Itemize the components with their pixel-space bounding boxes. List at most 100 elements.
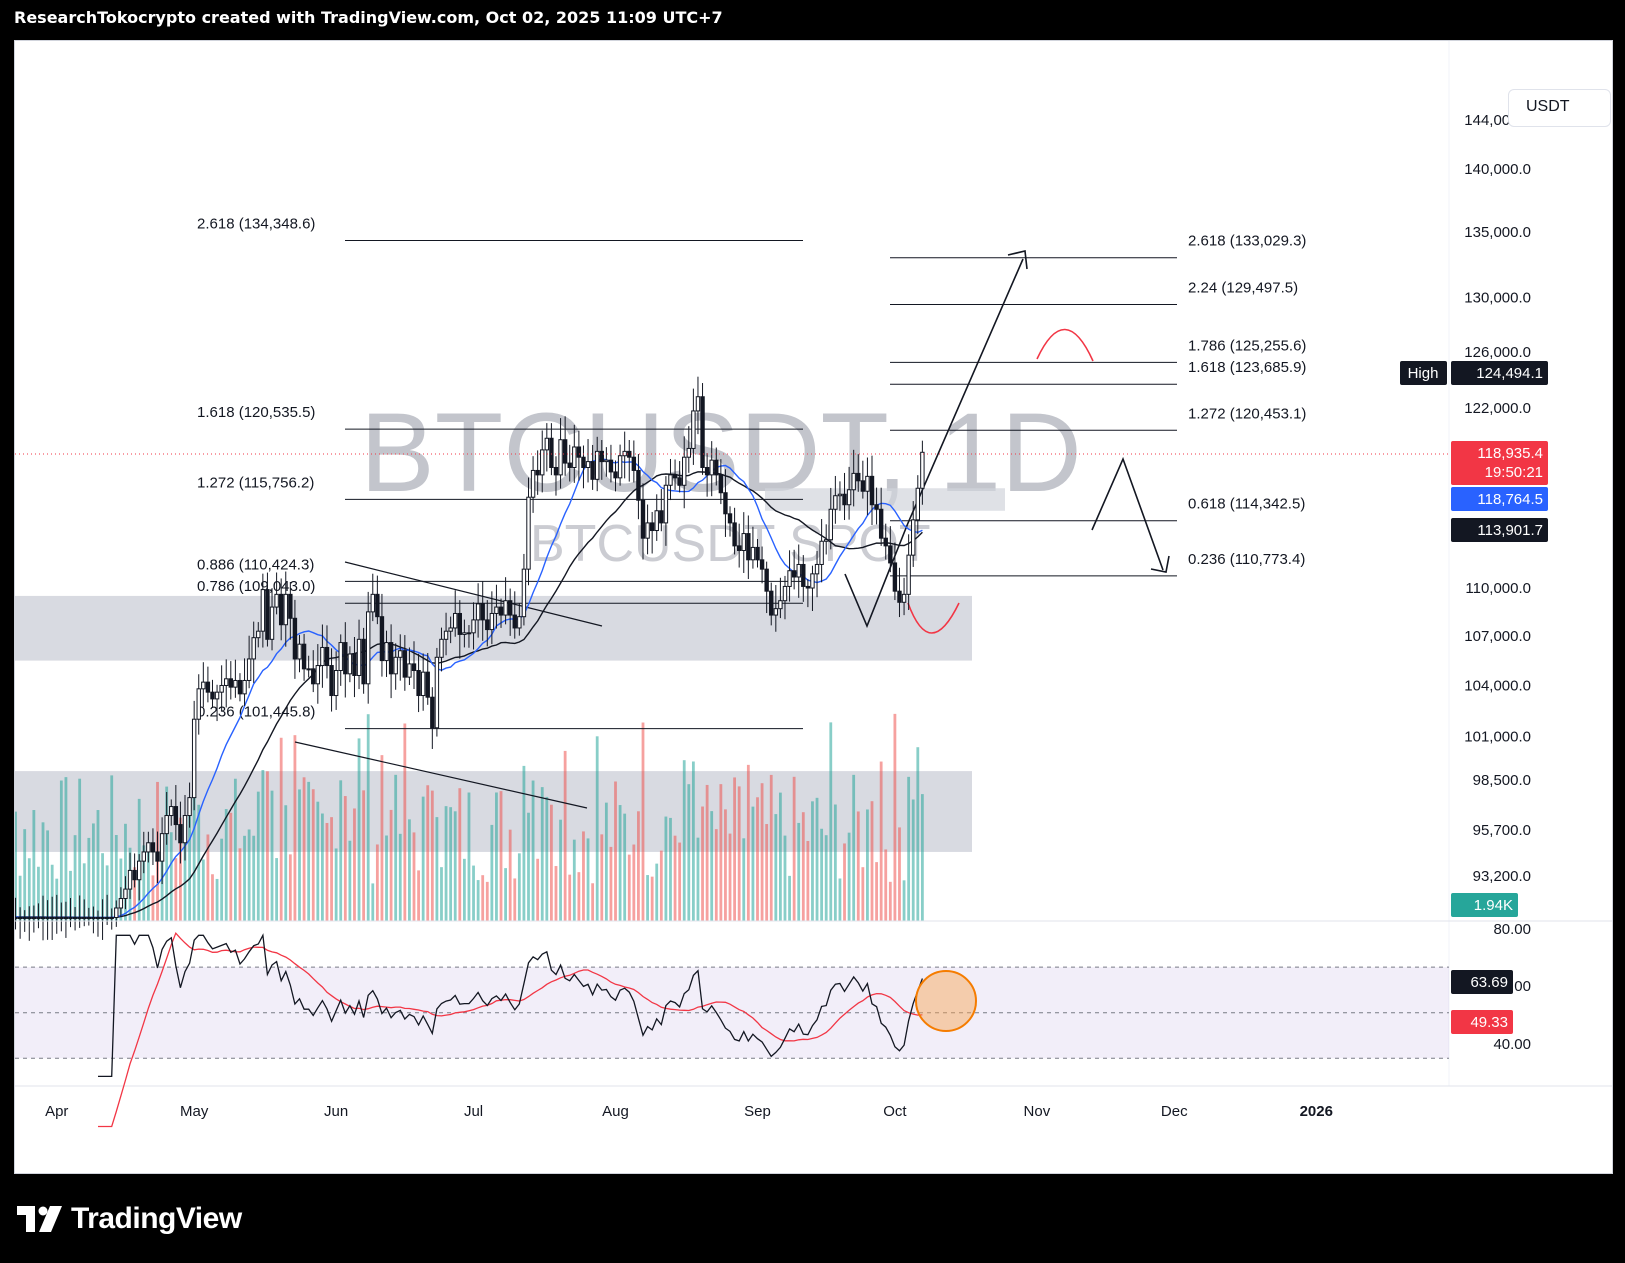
time-axis[interactable]: Apr May Jun Jul Aug Sep Oct Nov Dec 2026: [45, 1103, 1333, 1120]
candle[interactable]: [494, 584, 499, 629]
candle[interactable]: [411, 641, 417, 689]
candle[interactable]: [544, 423, 550, 472]
candle[interactable]: [883, 523, 888, 560]
candle[interactable]: [283, 571, 288, 647]
candle[interactable]: [842, 472, 847, 521]
candle[interactable]: [95, 910, 101, 937]
candle[interactable]: [40, 895, 46, 941]
candle[interactable]: [246, 635, 252, 689]
candle[interactable]: [439, 627, 444, 672]
trend-drawings[interactable]: [294, 250, 1170, 809]
candle[interactable]: [773, 585, 779, 632]
candle[interactable]: [489, 591, 495, 645]
candle[interactable]: [457, 600, 463, 659]
candle[interactable]: [585, 439, 591, 483]
candle[interactable]: [137, 854, 142, 901]
candle[interactable]: [45, 900, 50, 940]
candle[interactable]: [503, 577, 508, 625]
candle[interactable]: [814, 550, 820, 598]
candle[interactable]: [498, 598, 504, 628]
candle[interactable]: [782, 575, 788, 620]
candle[interactable]: [746, 515, 751, 580]
candle[interactable]: [718, 459, 724, 505]
candle[interactable]: [833, 475, 838, 524]
candle[interactable]: [191, 700, 197, 811]
candle[interactable]: [649, 511, 655, 554]
candle[interactable]: [590, 444, 595, 490]
candle[interactable]: [906, 534, 911, 611]
candle[interactable]: [59, 902, 64, 932]
candle[interactable]: [911, 501, 916, 567]
candle[interactable]: [219, 665, 224, 712]
candle[interactable]: [251, 621, 256, 683]
candle[interactable]: [315, 644, 321, 704]
candle[interactable]: [466, 625, 472, 648]
candle[interactable]: [801, 555, 806, 602]
candle[interactable]: [897, 567, 902, 618]
candle[interactable]: [82, 899, 87, 927]
candle[interactable]: [150, 828, 156, 866]
candle[interactable]: [686, 426, 691, 473]
candle[interactable]: [228, 661, 234, 700]
candle[interactable]: [750, 526, 756, 569]
candle[interactable]: [659, 489, 664, 532]
candle[interactable]: [727, 506, 733, 537]
candle[interactable]: [205, 666, 211, 703]
candle[interactable]: [210, 679, 215, 708]
candle[interactable]: [333, 651, 339, 710]
candle[interactable]: [874, 487, 879, 525]
candle[interactable]: [787, 550, 792, 602]
candle[interactable]: [480, 581, 485, 641]
candle[interactable]: [851, 449, 856, 507]
candle[interactable]: [388, 624, 394, 699]
candle[interactable]: [704, 453, 710, 497]
candle[interactable]: [540, 430, 545, 493]
candle[interactable]: [714, 447, 719, 486]
candle[interactable]: [91, 906, 96, 934]
candle[interactable]: [196, 674, 201, 735]
projection-path[interactable]: [844, 258, 1024, 629]
candle[interactable]: [778, 577, 783, 619]
candle[interactable]: [640, 483, 646, 560]
candle[interactable]: [654, 494, 659, 541]
candle[interactable]: [114, 900, 119, 927]
candle[interactable]: [169, 799, 174, 826]
candle[interactable]: [343, 622, 348, 698]
candle[interactable]: [549, 423, 554, 476]
candle[interactable]: [595, 436, 600, 492]
candle[interactable]: [791, 549, 797, 590]
candle[interactable]: [393, 643, 398, 690]
candle[interactable]: [663, 476, 669, 546]
candle[interactable]: [361, 627, 366, 694]
candle[interactable]: [695, 376, 701, 435]
candle[interactable]: [617, 444, 623, 486]
candle[interactable]: [407, 647, 412, 686]
candle[interactable]: [805, 579, 811, 608]
candle[interactable]: [379, 593, 385, 677]
candle[interactable]: [636, 454, 641, 520]
candle[interactable]: [608, 444, 614, 483]
candle[interactable]: [324, 625, 330, 679]
candle[interactable]: [420, 653, 426, 711]
candle[interactable]: [507, 588, 513, 636]
currency-button[interactable]: USDT: [1508, 89, 1611, 127]
candle[interactable]: [462, 619, 467, 648]
candle[interactable]: [86, 907, 92, 926]
candle[interactable]: [402, 635, 408, 691]
candle[interactable]: [622, 431, 627, 479]
candle[interactable]: [530, 456, 536, 513]
candle[interactable]: [915, 475, 920, 535]
candle[interactable]: [100, 899, 105, 940]
candle[interactable]: [214, 684, 220, 722]
candle[interactable]: [682, 436, 687, 509]
candle[interactable]: [736, 523, 742, 568]
candle[interactable]: [869, 455, 875, 525]
candle[interactable]: [453, 590, 458, 637]
candle[interactable]: [828, 487, 833, 550]
candle[interactable]: [141, 831, 146, 874]
candle[interactable]: [173, 785, 179, 841]
candle[interactable]: [109, 908, 114, 930]
candle[interactable]: [810, 565, 815, 611]
candle[interactable]: [306, 655, 311, 678]
candle[interactable]: [553, 456, 559, 496]
